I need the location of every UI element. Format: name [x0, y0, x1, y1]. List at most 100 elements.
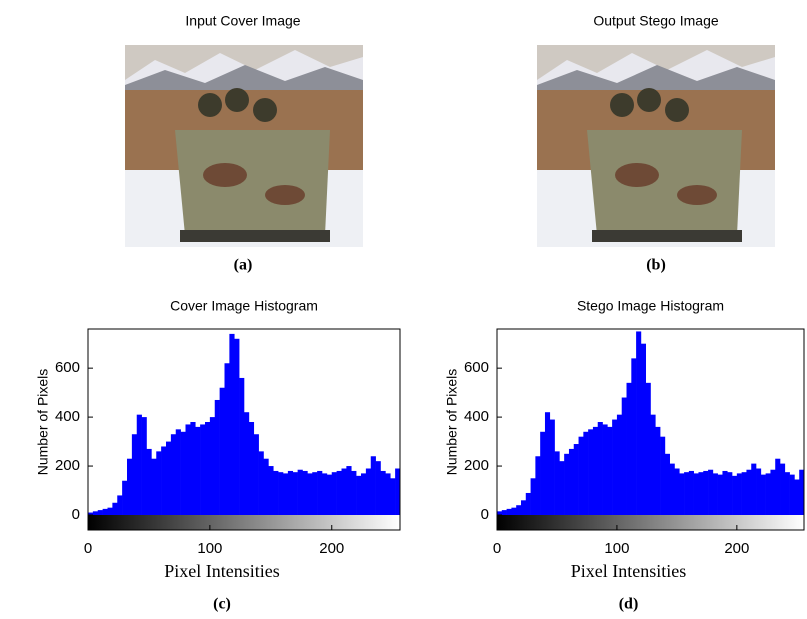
- bar: [263, 458, 269, 515]
- bar: [501, 510, 507, 515]
- bar: [361, 473, 367, 515]
- x-tick-label: 200: [319, 540, 344, 557]
- bar: [736, 473, 742, 515]
- bar: [722, 470, 728, 515]
- bar: [530, 478, 536, 515]
- bar: [516, 505, 522, 515]
- bar: [234, 338, 240, 515]
- bar: [525, 492, 531, 515]
- bar: [322, 473, 328, 515]
- bar: [302, 470, 308, 515]
- bar: [170, 434, 177, 515]
- bar: [789, 474, 795, 515]
- bar: [185, 424, 191, 515]
- bar: [107, 507, 113, 515]
- chart-title: Stego Image Histogram: [577, 298, 724, 314]
- bar: [549, 419, 555, 515]
- image-panel: Input Cover Image (a): [125, 13, 363, 274]
- bar: [568, 448, 575, 515]
- bar: [283, 473, 289, 515]
- bar: [602, 424, 608, 515]
- bar: [127, 458, 133, 515]
- bar: [151, 458, 157, 515]
- bar: [621, 397, 627, 515]
- x-tick-label: 200: [724, 540, 749, 557]
- bar: [346, 466, 352, 515]
- bar: [794, 479, 800, 515]
- bar: [141, 417, 147, 515]
- bar: [588, 429, 594, 515]
- bar: [312, 472, 318, 515]
- bar: [544, 412, 551, 515]
- bar: [708, 469, 714, 515]
- bar: [136, 414, 142, 515]
- bar: [375, 461, 381, 515]
- bar: [703, 470, 709, 515]
- bar: [674, 468, 680, 515]
- bar: [205, 422, 211, 515]
- image-panel: Output Stego Image (b): [537, 13, 775, 274]
- axes-box: [496, 328, 805, 531]
- bar: [784, 472, 790, 515]
- bar: [292, 472, 298, 515]
- chart-title: Cover Image Histogram: [170, 298, 318, 314]
- bar: [660, 436, 666, 515]
- bar: [520, 500, 527, 515]
- intensity-bar: [497, 515, 804, 530]
- bar: [200, 424, 206, 515]
- bar: [370, 456, 376, 515]
- bar: [511, 507, 517, 515]
- bar: [248, 422, 255, 515]
- bar: [351, 470, 357, 515]
- bar: [365, 468, 372, 515]
- bar: [564, 453, 570, 515]
- bar: [395, 468, 401, 515]
- bar: [112, 502, 118, 515]
- bar: [712, 473, 718, 515]
- bar: [640, 343, 647, 515]
- y-tick-label: 0: [72, 506, 80, 523]
- bar: [559, 461, 565, 515]
- bar: [573, 444, 579, 515]
- y-axis-label: Number of Pixels: [35, 369, 51, 476]
- histogram-chart: 0 200 400 600 0 100 200 Cover Image Histogram Pi…: [35, 298, 401, 613]
- bar: [688, 470, 694, 515]
- bar: [146, 448, 152, 515]
- bar: [636, 331, 642, 515]
- bar: [331, 472, 337, 515]
- y-tick-label: 600: [464, 359, 489, 376]
- bar: [535, 456, 541, 515]
- bar: [717, 474, 723, 515]
- bar: [97, 510, 103, 515]
- bar: [88, 512, 94, 515]
- axes-box: [87, 328, 401, 531]
- bar: [540, 431, 546, 515]
- y-tick-label: 600: [55, 359, 80, 376]
- bar: [380, 470, 386, 515]
- bar: [756, 468, 762, 515]
- bar: [765, 473, 771, 515]
- bar: [253, 434, 259, 515]
- y-tick-label: 0: [481, 506, 489, 523]
- bar: [131, 434, 138, 515]
- y-tick-label: 200: [464, 457, 489, 474]
- bar: [229, 333, 235, 515]
- bar: [597, 422, 603, 515]
- bar: [799, 469, 805, 515]
- histogram-chart: 0 200 400 600 0 100 200 Stego Image Histogram Pi…: [444, 298, 805, 613]
- bar: [741, 472, 747, 515]
- image-title: Output Stego Image: [593, 13, 719, 29]
- y-tick-label: 400: [464, 408, 489, 425]
- bar: [554, 451, 560, 515]
- caption: (a): [234, 257, 253, 274]
- bar: [317, 470, 323, 515]
- bar: [161, 446, 167, 515]
- y-tick-label: 400: [55, 408, 80, 425]
- caption: (c): [213, 596, 231, 613]
- bar: [244, 412, 250, 515]
- bar: [190, 422, 196, 515]
- caption: (b): [646, 257, 666, 274]
- bar: [631, 358, 637, 515]
- bar: [209, 417, 216, 515]
- bar: [616, 414, 623, 515]
